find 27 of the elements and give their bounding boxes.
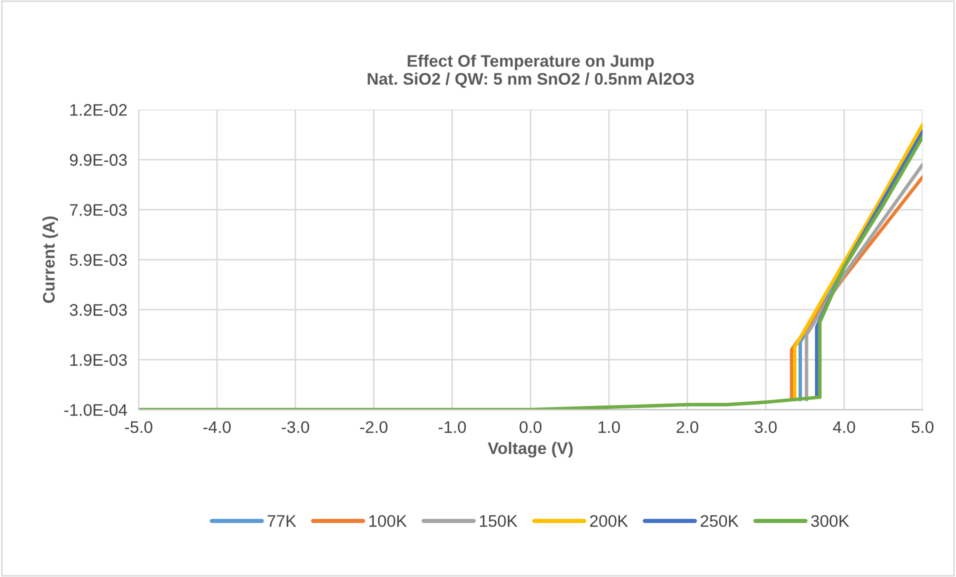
legend-label: 200K [590,515,628,527]
y-tick-label: 9.9E-03 [70,154,127,166]
x-tick-label: 0.0 [520,421,542,434]
x-tick-label: 3.0 [754,421,777,434]
y-axis-title: Current (A) [42,216,58,303]
x-tick-label: 2.0 [676,421,698,434]
x-tick-label: -3.0 [282,421,310,434]
x-tick-label: -1.0 [438,421,466,434]
y-tick-label: -1.0E-04 [64,404,128,416]
legend-label: 100K [369,515,407,527]
legend-label: 300K [811,515,850,527]
x-tick-label: -5.0 [125,421,152,434]
x-tick-label: 4.0 [832,421,856,434]
x-tick-label: 5.0 [912,421,934,434]
chart-title: Effect Of Temperature on Jump Nat. SiO2 / QW: 5 nm SnO2 / 0.5nm Al2O3 [368,54,694,88]
y-tick-label: 7.9E-03 [70,204,127,216]
y-tick-label: 1.9E-03 [70,354,127,366]
x-tick-label: -4.0 [203,421,231,434]
x-tick-label: 1.0 [598,421,620,434]
x-axis-title: Voltage (V) [488,442,573,458]
y-tick-label: 5.9E-03 [70,254,127,266]
legend-label: 150K [480,515,518,527]
y-tick-label: 1.2E-02 [70,104,127,116]
y-tick-label: 3.9E-03 [70,304,127,316]
x-tick-label: -2.0 [360,421,388,434]
legend-label: 77K [268,515,296,527]
legend-label: 250K [700,515,739,527]
